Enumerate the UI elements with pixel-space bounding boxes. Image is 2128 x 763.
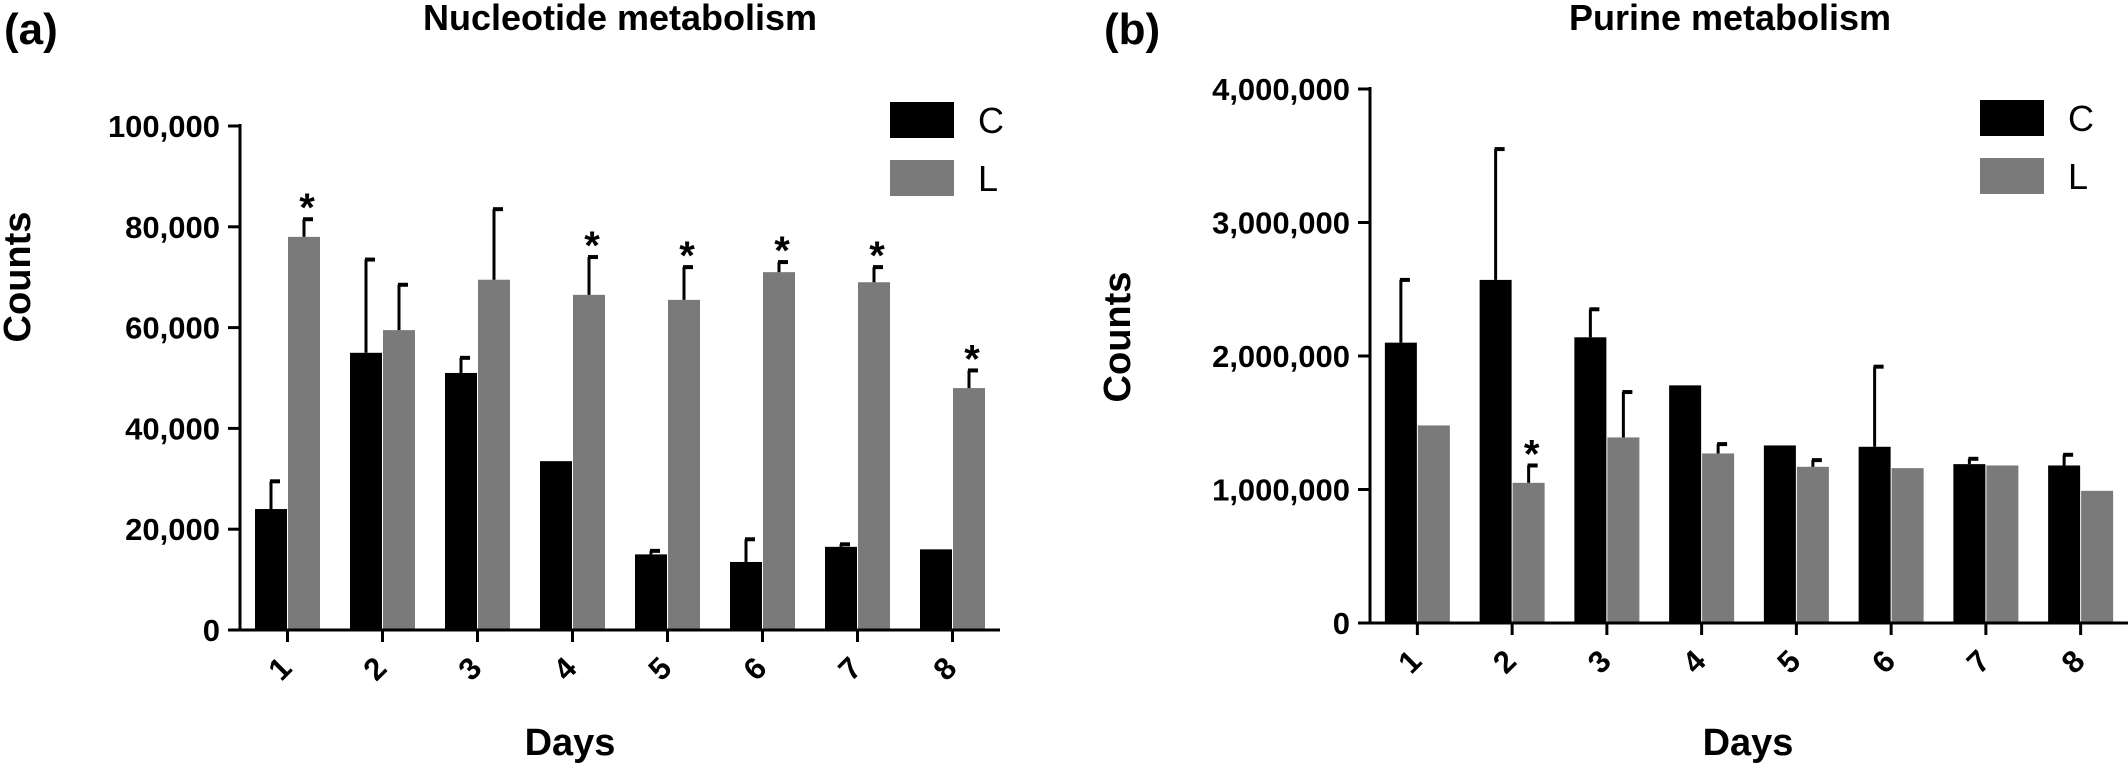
bar bbox=[1986, 465, 2019, 623]
x-tick-label: 8 bbox=[927, 650, 964, 687]
x-axis-title-a: Days bbox=[525, 722, 616, 763]
x-tick-label: 6 bbox=[737, 650, 774, 687]
y-axis-title-b: Counts bbox=[1097, 272, 1139, 403]
y-axis-title-a: Counts bbox=[0, 212, 39, 343]
bar bbox=[763, 272, 795, 630]
x-tick-label: 4 bbox=[1676, 643, 1713, 680]
bar bbox=[825, 546, 857, 630]
bar bbox=[540, 461, 572, 630]
legend-label: C bbox=[2068, 98, 2094, 139]
plot-area-a: 0 20,000 40,000 60,000 80,000 100,000 * 1 2 3 * 4 * 5… bbox=[108, 100, 1004, 687]
legend-swatch bbox=[890, 160, 954, 196]
bar bbox=[1479, 279, 1512, 623]
chart-title-b: Purine metabolism bbox=[1569, 0, 1891, 38]
plot-area-b: 0 1,000,000 2,000,000 3,000,000 4,000,000 1 * 2… bbox=[1212, 72, 2128, 680]
x-tick-label: 7 bbox=[832, 650, 869, 687]
bar bbox=[350, 352, 382, 630]
bar bbox=[255, 509, 287, 630]
bar bbox=[858, 282, 890, 630]
bar bbox=[1669, 385, 1702, 623]
significance-marker: * bbox=[869, 234, 885, 278]
y-tick-label: 60,000 bbox=[125, 311, 220, 346]
bar bbox=[1763, 445, 1796, 623]
bar bbox=[1512, 482, 1545, 623]
y-tick-label: 20,000 bbox=[125, 512, 220, 547]
significance-marker: * bbox=[1524, 432, 1540, 476]
bar bbox=[573, 294, 605, 630]
bar bbox=[1702, 453, 1735, 623]
bar bbox=[730, 561, 762, 630]
bar bbox=[1417, 425, 1450, 623]
bar bbox=[2048, 465, 2081, 623]
significance-marker: * bbox=[679, 234, 695, 278]
significance-marker: * bbox=[584, 224, 600, 268]
x-tick-label: 6 bbox=[1865, 643, 1902, 680]
y-tick-label: 0 bbox=[1333, 606, 1350, 641]
significance-marker: * bbox=[964, 337, 980, 381]
bar bbox=[445, 372, 477, 630]
bar bbox=[1607, 437, 1640, 623]
legend-swatch bbox=[890, 102, 954, 138]
bar bbox=[1796, 466, 1829, 623]
x-tick-label: 8 bbox=[2055, 643, 2092, 680]
bar bbox=[668, 299, 700, 630]
bar bbox=[288, 236, 320, 630]
legend-swatch bbox=[1980, 100, 2044, 136]
chart-title-a: Nucleotide metabolism bbox=[423, 0, 817, 38]
x-tick-label: 5 bbox=[1770, 643, 1807, 680]
legend-swatch bbox=[1980, 158, 2044, 194]
x-tick-label: 5 bbox=[642, 650, 679, 687]
x-tick-label: 3 bbox=[1581, 643, 1618, 680]
x-axis-title-b: Days bbox=[1703, 722, 1794, 763]
bar bbox=[1891, 468, 1924, 623]
x-tick-label: 2 bbox=[357, 650, 394, 687]
y-tick-label: 2,000,000 bbox=[1212, 339, 1350, 374]
x-tick-label: 3 bbox=[452, 650, 489, 687]
bar bbox=[383, 330, 415, 630]
bar bbox=[635, 554, 667, 630]
legend-label: L bbox=[2068, 156, 2088, 197]
y-tick-label: 100,000 bbox=[108, 109, 220, 144]
legend-label: L bbox=[978, 158, 998, 199]
significance-marker: * bbox=[774, 229, 790, 273]
y-tick-label: 3,000,000 bbox=[1212, 206, 1350, 241]
y-tick-label: 4,000,000 bbox=[1212, 72, 1350, 107]
bar bbox=[1953, 464, 1986, 623]
panel-label-a: (a) bbox=[4, 5, 58, 54]
y-tick-label: 80,000 bbox=[125, 210, 220, 245]
bar bbox=[1574, 337, 1607, 623]
x-tick-label: 2 bbox=[1486, 643, 1523, 680]
bar bbox=[2081, 490, 2114, 623]
x-tick-label: 4 bbox=[547, 650, 584, 687]
bar bbox=[1384, 342, 1417, 623]
x-tick-label: 1 bbox=[1391, 643, 1428, 680]
y-tick-label: 0 bbox=[203, 613, 220, 648]
y-tick-label: 1,000,000 bbox=[1212, 473, 1350, 508]
x-tick-label: 7 bbox=[1960, 643, 1997, 680]
legend-label: C bbox=[978, 100, 1004, 141]
panel-b: (b) Purine metabolism Days Counts 0 1,000… bbox=[1097, 0, 2128, 763]
x-tick-label: 1 bbox=[262, 650, 299, 687]
y-tick-label: 40,000 bbox=[125, 411, 220, 446]
bar bbox=[478, 279, 510, 630]
bar bbox=[920, 549, 952, 630]
bar bbox=[1858, 446, 1891, 623]
panel-label-b: (b) bbox=[1104, 5, 1160, 54]
significance-marker: * bbox=[299, 186, 315, 230]
panel-a: (a) Nucleotide metabolism Days Counts 0 2… bbox=[0, 0, 1004, 763]
bar bbox=[953, 388, 985, 630]
